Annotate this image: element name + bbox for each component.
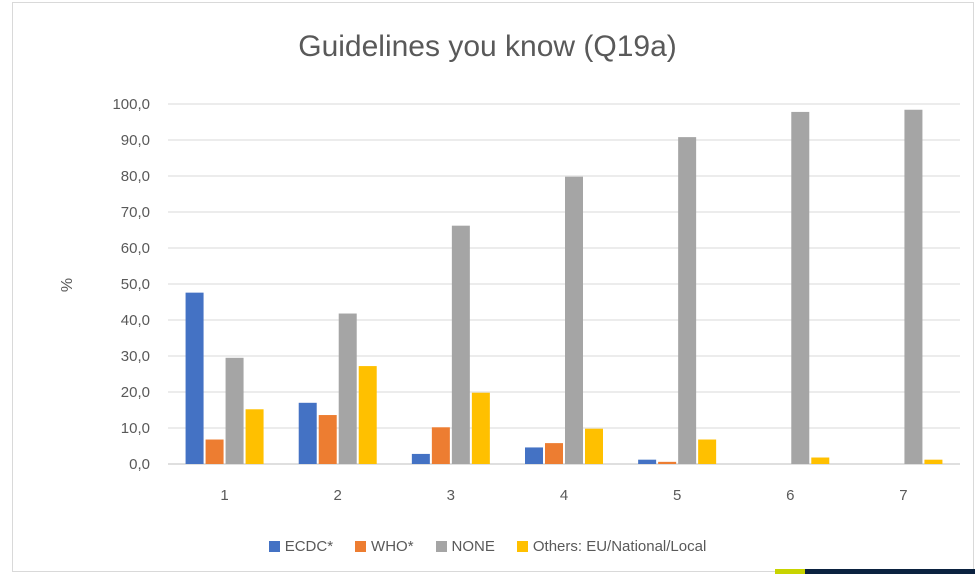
legend-label: WHO* <box>371 538 414 555</box>
y-tick-label: 10,0 <box>121 420 150 437</box>
y-tick-label: 0,0 <box>129 456 150 473</box>
x-tick-label: 2 <box>334 487 342 504</box>
bar-others-eu-national-local-2 <box>358 366 377 464</box>
y-tick-label: 80,0 <box>121 168 150 185</box>
bar-none-2 <box>338 313 357 464</box>
bar-who-2 <box>318 415 337 464</box>
bar-others-eu-national-local-4 <box>585 428 603 464</box>
bar-ecdc-4 <box>525 447 543 464</box>
legend-item: WHO* <box>355 538 414 555</box>
bar-none-5 <box>678 137 697 464</box>
bar-others-eu-national-local-6 <box>811 457 830 464</box>
bar-who-3 <box>431 427 450 464</box>
bar-who-5 <box>658 461 677 464</box>
corner-accent-bar <box>775 569 975 574</box>
legend-item: Others: EU/National/Local <box>516 538 707 555</box>
bar-none-4 <box>565 176 583 464</box>
bar-who-4 <box>545 443 563 464</box>
x-tick-label: 5 <box>673 487 681 504</box>
bar-others-eu-national-local-1 <box>245 409 264 464</box>
legend-swatch <box>355 541 367 552</box>
chart-frame <box>12 2 974 572</box>
bar-who-1 <box>205 439 224 464</box>
y-tick-label: 70,0 <box>121 204 150 221</box>
gridlines <box>168 103 960 465</box>
y-tick-label: 30,0 <box>121 348 150 365</box>
chart-title: Guidelines you know (Q19a) <box>298 30 677 63</box>
x-tick-label: 1 <box>220 487 228 504</box>
y-tick-label: 90,0 <box>121 132 150 149</box>
y-tick-label: 50,0 <box>121 276 150 293</box>
legend-swatch <box>516 541 528 552</box>
y-tick-label: 100,0 <box>112 96 150 113</box>
bar-none-7 <box>904 109 923 464</box>
legend-item: NONE <box>435 538 495 555</box>
y-tick-label: 20,0 <box>121 384 150 401</box>
bar-none-1 <box>225 357 244 464</box>
x-axis-ticks: 1 2 3 4 5 6 7 <box>220 487 907 504</box>
bar-none-3 <box>451 225 470 464</box>
x-tick-label: 4 <box>560 487 568 504</box>
x-tick-label: 7 <box>899 487 907 504</box>
x-tick-label: 3 <box>447 487 455 504</box>
y-tick-label: 40,0 <box>121 312 150 329</box>
y-axis-ticks: 0,0 10,0 20,0 30,0 40,0 50,0 60,0 70,0 80,0 90,0 1… <box>112 96 150 473</box>
legend-item: ECDC* <box>268 538 334 555</box>
legend-swatch <box>268 541 280 552</box>
bar-ecdc-2 <box>298 402 317 464</box>
legend-swatch <box>435 541 447 552</box>
bar-ecdc-5 <box>638 459 657 464</box>
legend-label: ECDC* <box>284 538 334 555</box>
legend-label: NONE <box>451 538 495 555</box>
bars <box>185 109 943 465</box>
legend-label: Others: EU/National/Local <box>532 538 707 555</box>
bar-ecdc-3 <box>411 453 430 464</box>
bar-ecdc-1 <box>185 292 204 464</box>
bar-others-eu-national-local-5 <box>698 439 717 464</box>
y-axis-label: % <box>59 278 76 292</box>
bar-none-6 <box>791 111 810 465</box>
bar-others-eu-national-local-7 <box>924 459 943 464</box>
bar-others-eu-national-local-3 <box>471 392 490 464</box>
legend: ECDC* WHO* NONE Others: EU/National/Local <box>0 538 975 555</box>
corner-accent-stripe <box>775 569 805 574</box>
x-tick-label: 6 <box>786 487 794 504</box>
y-tick-label: 60,0 <box>121 240 150 257</box>
